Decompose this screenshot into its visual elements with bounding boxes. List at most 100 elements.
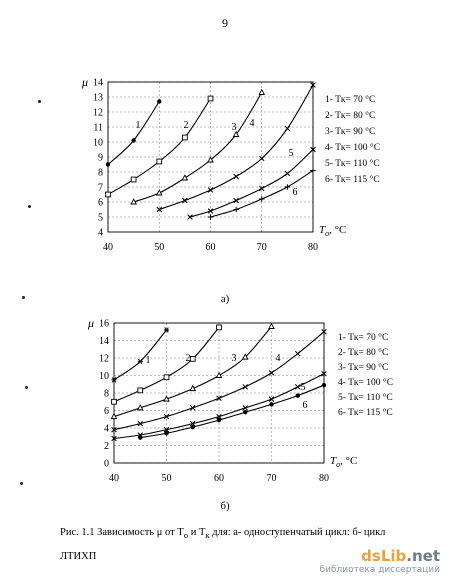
series-6: 6	[138, 382, 327, 440]
data-point	[155, 189, 163, 196]
x-axis-label: To, °C	[319, 224, 346, 238]
y-tick-label: 4	[104, 424, 109, 435]
legend-entry: 6- Tк= 115 °C	[338, 407, 393, 418]
data-point	[294, 350, 301, 357]
y-tick-label: 13	[93, 93, 103, 104]
x-tick-label: 70	[267, 473, 277, 484]
data-point	[190, 424, 195, 430]
data-point	[130, 176, 137, 183]
data-point	[216, 395, 222, 402]
y-tick-label: 14	[99, 336, 109, 347]
series-5: 5	[111, 370, 327, 442]
data-point	[216, 324, 222, 331]
data-point	[294, 384, 301, 390]
series-4: 4	[156, 82, 316, 213]
series-line	[107, 101, 160, 165]
series-line	[113, 329, 167, 381]
data-point	[182, 197, 188, 204]
chart-a: 4 5 6 7 8 9 10 11 12 13 14 40 50 60 70 80 μ To, °C 1 1- Tк=…	[81, 75, 380, 253]
data-point	[258, 185, 265, 192]
data-point	[258, 196, 265, 202]
data-point	[157, 99, 162, 104]
data-point	[181, 174, 189, 181]
data-point	[189, 420, 196, 427]
caption-text-start: Рис. 1.1 Зависимость μ от T	[60, 527, 184, 538]
curve-label: 4	[276, 353, 281, 364]
curve-label: 2	[184, 120, 189, 131]
figure-caption: Рис. 1.1 Зависимость μ от To и Tк для: а…	[60, 522, 390, 567]
y-tick-label: 6	[104, 406, 109, 417]
data-point	[216, 417, 222, 423]
legend-entry: 1- Tк= 70 °C	[338, 332, 388, 343]
curve-label: 5	[289, 148, 294, 159]
series-1: 1	[105, 99, 162, 167]
caption-line-2: ЛТИХП	[60, 551, 97, 563]
data-point	[321, 382, 327, 388]
series-6: 6	[207, 167, 316, 220]
series-3: 3	[130, 88, 266, 205]
data-point	[241, 353, 249, 360]
data-point	[189, 356, 196, 362]
y-tick-label: 6	[98, 198, 103, 209]
x-tick-label: 60	[214, 473, 224, 484]
legend-entry: 2- Tк= 80 °C	[338, 347, 388, 358]
data-point	[215, 371, 223, 378]
margin-dot	[38, 100, 41, 103]
data-point	[321, 328, 327, 335]
data-point	[242, 384, 249, 390]
curve-label: 5	[301, 382, 306, 393]
y-tick-label: 0	[104, 459, 109, 470]
data-point	[163, 413, 170, 420]
legend-entry: 6- Tк= 115 °C	[325, 174, 380, 185]
series-line	[140, 384, 325, 439]
series-3: 3	[110, 322, 275, 420]
series-line	[133, 92, 263, 203]
watermark-brand-right: .net	[406, 547, 440, 565]
curve-label: 1	[146, 355, 151, 366]
data-point	[105, 162, 111, 167]
y-tick-label: 8	[98, 168, 103, 179]
legend-entry: 5- Tк= 110 °C	[325, 158, 380, 169]
x-tick-label: 40	[109, 473, 119, 484]
caption-sub-k: к	[205, 530, 210, 541]
data-point	[137, 387, 144, 394]
grid	[113, 322, 325, 464]
data-point	[163, 327, 170, 333]
y-tick-label: 16	[99, 319, 109, 330]
watermark-brand-left: dsLib	[361, 547, 407, 565]
data-point	[284, 125, 291, 132]
curve-label: 6	[303, 400, 308, 411]
data-point	[207, 214, 214, 220]
data-point	[189, 384, 197, 392]
data-point	[268, 370, 275, 376]
y-tick-label: 5	[98, 213, 103, 224]
curve-label: 3	[232, 353, 237, 364]
data-point	[182, 134, 188, 141]
panel-label-b: б)	[220, 500, 230, 512]
data-point	[130, 198, 137, 205]
data-point	[321, 370, 327, 377]
data-point	[310, 82, 316, 88]
watermark-subtitle: библиотека диссертаций	[319, 565, 440, 575]
y-tick-label: 2	[104, 441, 109, 452]
data-point	[207, 208, 214, 214]
data-point	[187, 214, 193, 220]
watermark: dsLib.net библиотека диссертаций	[320, 547, 440, 575]
curve-label: 6	[293, 187, 298, 198]
data-point	[137, 420, 144, 427]
data-point	[163, 426, 170, 433]
series-line	[113, 326, 272, 418]
data-point	[232, 130, 240, 137]
data-point	[111, 426, 117, 433]
caption-text-rest: для: а- одноступенчатый цикл: б- цикл	[209, 527, 386, 538]
page-number: 9	[222, 16, 228, 30]
margin-dot	[20, 482, 23, 485]
series-2: 2	[111, 324, 222, 405]
panel-label-a: а)	[220, 293, 230, 305]
data-point	[268, 322, 275, 329]
series-2: 2	[105, 95, 214, 198]
series-5: 5	[187, 146, 316, 220]
curve-label: 3	[232, 122, 237, 133]
data-point	[110, 412, 118, 420]
x-axis-label: To, °C	[330, 455, 357, 469]
